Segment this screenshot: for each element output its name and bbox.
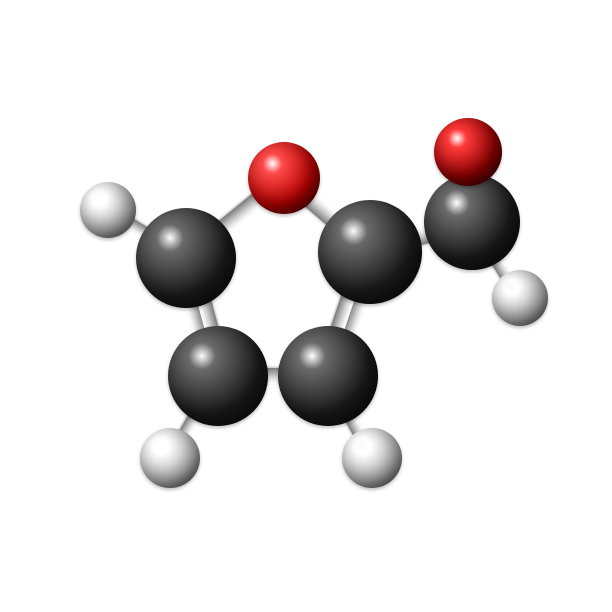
atom-c	[136, 208, 236, 308]
atom-h	[80, 182, 136, 238]
atom-h	[492, 270, 548, 326]
molecule-diagram	[0, 0, 612, 612]
atom-o	[248, 142, 320, 214]
atom-c	[318, 200, 422, 304]
atom-o	[434, 118, 502, 186]
atom-c	[168, 326, 268, 426]
atom-h	[140, 428, 200, 488]
atom-h	[342, 428, 402, 488]
atom-c	[278, 326, 378, 426]
atom-c	[424, 174, 520, 270]
